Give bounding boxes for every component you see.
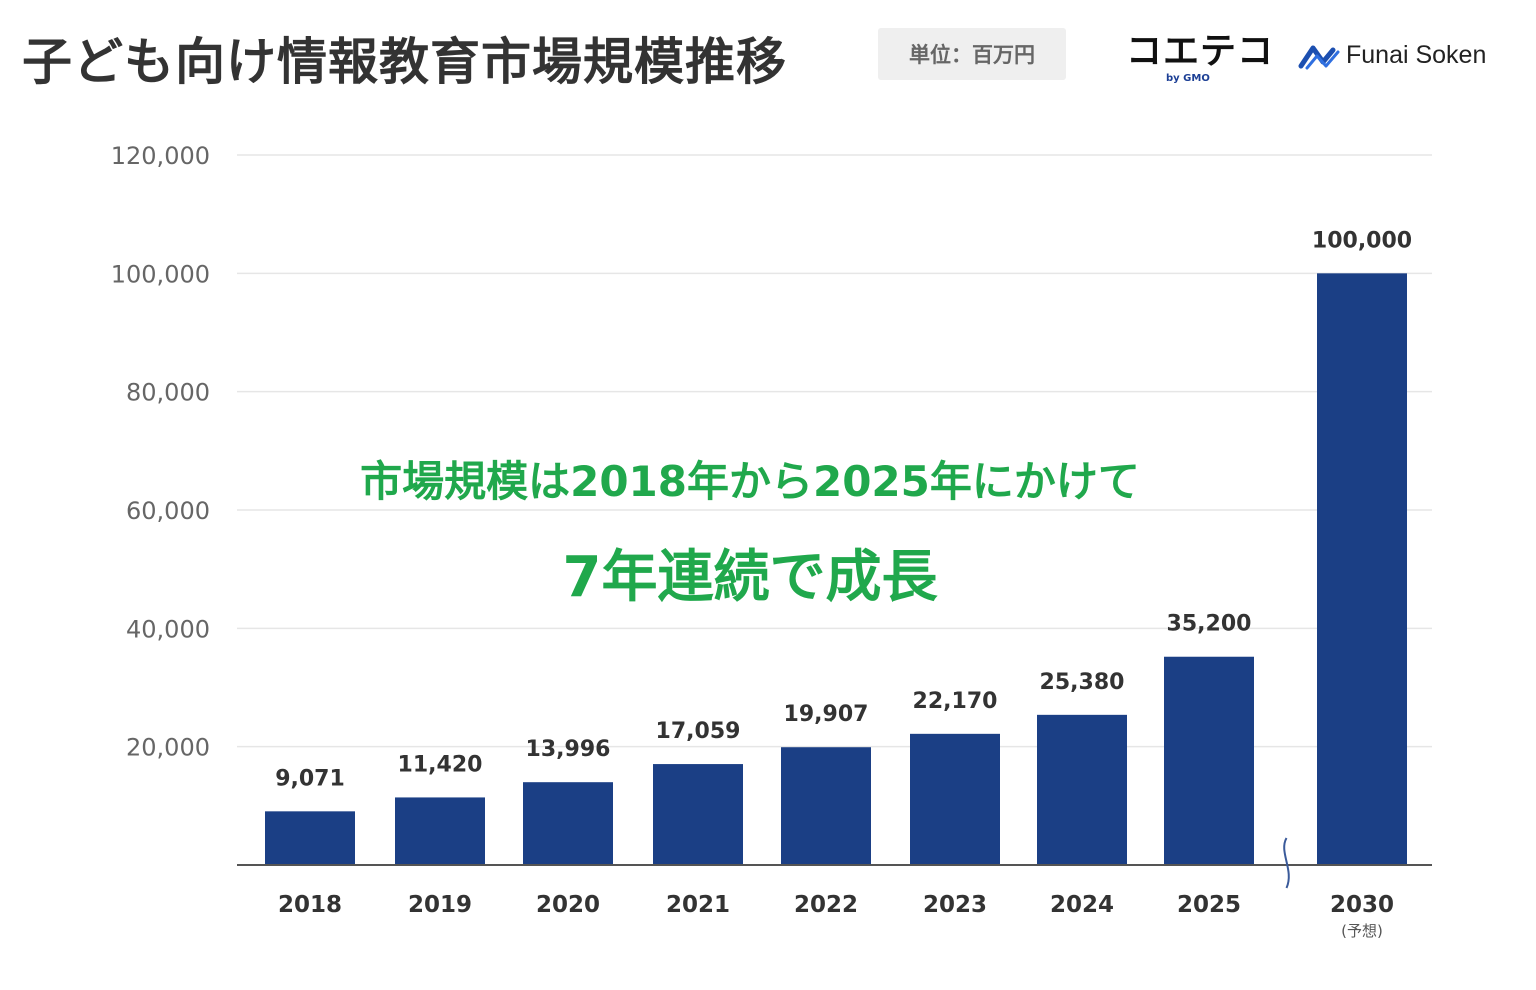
koeteko-logo: コエテコ by GMO bbox=[1126, 30, 1275, 90]
y-tick-label: 40,000 bbox=[126, 615, 210, 643]
x-tick-note: (予想) bbox=[1341, 922, 1383, 940]
bar bbox=[395, 797, 485, 865]
x-tick-label: 2023 bbox=[923, 892, 987, 918]
unit-label: 単位：百万円 bbox=[878, 28, 1066, 80]
koeteko-logo-text: コエテコ bbox=[1126, 31, 1275, 72]
bar-value-label: 17,059 bbox=[656, 719, 741, 744]
bar bbox=[1037, 714, 1127, 865]
x-tick-label: 2018 bbox=[278, 892, 342, 918]
bar bbox=[781, 747, 871, 865]
x-tick-label: 2022 bbox=[794, 892, 858, 918]
y-tick-label: 100,000 bbox=[111, 260, 210, 288]
annotation-line-2: 7年連続で成長 bbox=[562, 545, 938, 610]
annotation-line-1: 市場規模は2018年から2025年にかけて bbox=[360, 457, 1140, 506]
x-tick-label: 2020 bbox=[536, 892, 600, 918]
funai-soken-logo: Funai Soken bbox=[1298, 40, 1486, 70]
funai-logo-text: Funai Soken bbox=[1346, 40, 1487, 69]
bar bbox=[1317, 273, 1407, 865]
bar-value-label: 25,380 bbox=[1040, 670, 1125, 695]
chart-title: 子ども向け情報教育市場規模推移 bbox=[22, 33, 787, 91]
y-tick-label: 120,000 bbox=[111, 142, 210, 170]
x-tick-label: 2024 bbox=[1050, 892, 1114, 918]
y-tick-label: 60,000 bbox=[126, 497, 210, 525]
bar-value-label: 22,170 bbox=[913, 689, 998, 714]
bar-value-label: 100,000 bbox=[1312, 228, 1412, 253]
x-tick-label: 2030 bbox=[1330, 892, 1394, 918]
x-tick-label: 2025 bbox=[1177, 892, 1241, 918]
x-tick-label: 2021 bbox=[666, 892, 730, 918]
axis-break-mark bbox=[1283, 837, 1290, 889]
koeteko-logo-subtext: by GMO bbox=[1166, 73, 1210, 84]
bar bbox=[265, 811, 355, 865]
funai-wave-icon bbox=[1298, 45, 1340, 70]
bar bbox=[910, 733, 1000, 865]
y-tick-label: 20,000 bbox=[126, 734, 210, 762]
bar-value-label: 13,996 bbox=[526, 737, 611, 762]
y-tick-label: 80,000 bbox=[126, 379, 210, 407]
bar-value-label: 19,907 bbox=[784, 702, 869, 727]
bar bbox=[523, 782, 613, 865]
bar bbox=[1164, 656, 1254, 865]
x-tick-label: 2019 bbox=[408, 892, 472, 918]
bar-value-label: 35,200 bbox=[1167, 612, 1252, 637]
bar bbox=[653, 764, 743, 865]
bar-value-label: 9,071 bbox=[275, 766, 345, 791]
bar-value-label: 11,420 bbox=[398, 752, 483, 777]
